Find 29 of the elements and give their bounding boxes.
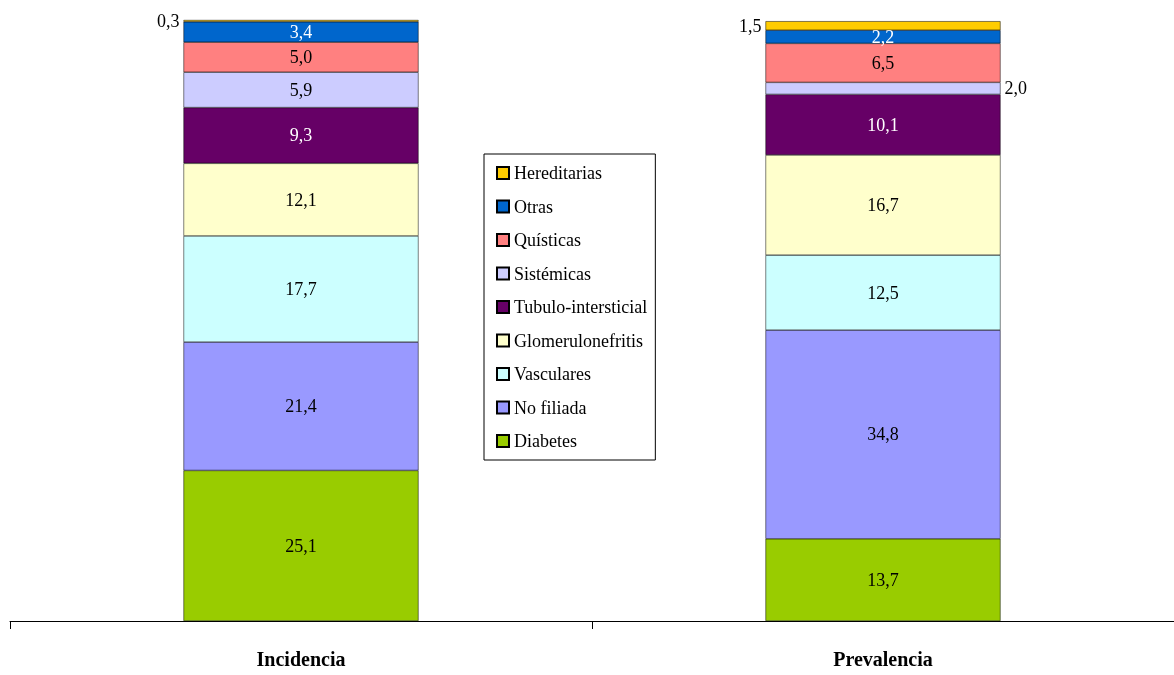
data-label: 10,1	[867, 114, 899, 135]
legend-label: Hereditarias	[514, 163, 602, 183]
data-label: 3,4	[289, 22, 313, 42]
data-label: 2,0	[1004, 78, 1027, 99]
data-label: 12,5	[867, 282, 899, 303]
data-label: 5,9	[289, 79, 313, 100]
data-label: 1,5	[739, 15, 762, 36]
data-label: 2,2	[871, 26, 895, 47]
legend-label: Otras	[514, 196, 553, 217]
legend-label: Tubulo-intersticial	[514, 297, 648, 317]
legend-label: No filiada	[514, 397, 587, 418]
data-label: 12,1	[285, 189, 317, 210]
data-label: 6,5	[871, 52, 895, 73]
legend-label: Vasculares	[514, 364, 591, 384]
x-tick-label: Prevalencia	[833, 648, 933, 670]
data-label: 13,7	[867, 569, 899, 590]
data-label: 9,3	[289, 125, 313, 146]
data-label: 21,4	[285, 396, 317, 417]
data-label: 17,7	[285, 279, 317, 300]
data-label: 16,7	[867, 195, 899, 216]
data-label: 25,1	[285, 535, 317, 556]
legend-label: Sistémicas	[514, 263, 591, 284]
x-tick-label: Incidencia	[256, 648, 346, 670]
legend-label: Glomerulonefritis	[514, 330, 643, 351]
data-label: 5,0	[289, 47, 313, 68]
data-label: 34,8	[867, 424, 899, 445]
legend-label: Diabetes	[514, 431, 577, 451]
legend-label: Quísticas	[514, 230, 581, 250]
data-label: 0,3	[157, 10, 180, 31]
